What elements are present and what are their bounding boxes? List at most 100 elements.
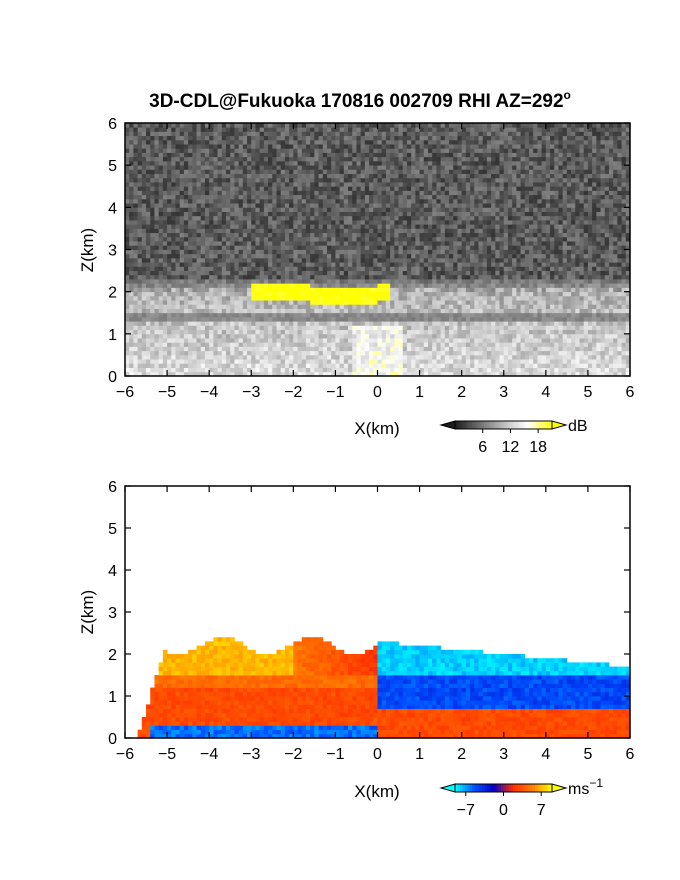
heatmap-cell <box>276 354 282 360</box>
heatmap-cell <box>305 135 311 141</box>
heatmap-cell <box>406 228 412 234</box>
heatmap-cell <box>440 123 446 128</box>
heatmap-cell <box>238 194 244 200</box>
heatmap-cell <box>301 325 307 331</box>
heatmap-cell <box>238 232 244 238</box>
heatmap-cell <box>406 266 412 271</box>
heatmap-cell <box>348 304 353 309</box>
heatmap-cell <box>234 371 240 377</box>
heatmap-cell <box>318 211 324 217</box>
heatmap-cell <box>204 257 210 263</box>
heatmap-cell <box>272 186 277 191</box>
heatmap-cell <box>154 135 160 141</box>
heatmap-cell <box>432 350 437 356</box>
heatmap-cell <box>154 156 160 162</box>
heatmap-cell <box>234 262 240 267</box>
heatmap-cell <box>406 241 412 246</box>
heatmap-cell <box>200 291 206 297</box>
heatmap-cell <box>188 333 193 339</box>
heatmap-cell <box>263 182 269 187</box>
heatmap-cell <box>167 249 172 255</box>
heatmap-cell <box>297 363 303 368</box>
heatmap-cell <box>226 287 231 293</box>
heatmap-cell <box>125 291 130 297</box>
heatmap-cell <box>322 224 328 229</box>
heatmap-cell <box>158 359 164 364</box>
heatmap-cell <box>175 295 181 301</box>
heatmap-cell <box>331 346 336 352</box>
heatmap-cell <box>461 169 467 174</box>
heatmap-cell <box>470 333 475 339</box>
heatmap-cell <box>263 346 269 352</box>
heatmap-cell <box>406 152 412 158</box>
heatmap-cell <box>385 367 391 373</box>
heatmap-cell <box>470 135 475 141</box>
heatmap-cell <box>188 156 193 162</box>
heatmap-cell <box>440 194 446 200</box>
heatmap-cell <box>272 253 277 259</box>
heatmap-cell <box>419 371 425 377</box>
heatmap-cell <box>263 135 269 141</box>
heatmap-cell <box>415 245 420 250</box>
heatmap-cell <box>192 354 197 360</box>
heatmap-cell <box>137 219 143 225</box>
heatmap-cell <box>263 316 269 322</box>
heatmap-cell <box>137 245 143 250</box>
heatmap-cell <box>251 266 256 271</box>
heatmap-cell <box>419 257 425 263</box>
heatmap-cell <box>402 329 408 335</box>
heatmap-cell <box>217 257 223 263</box>
heatmap-cell <box>339 266 345 271</box>
heatmap-cell <box>226 131 231 137</box>
heatmap-cell <box>419 135 425 141</box>
heatmap-cell <box>171 165 176 170</box>
heatmap-cell <box>213 215 218 221</box>
heatmap-cell <box>364 325 370 331</box>
heatmap-cell <box>284 228 290 234</box>
heatmap-cell <box>428 211 433 217</box>
heatmap-cell <box>129 169 134 174</box>
heatmap-cell <box>318 131 324 137</box>
heatmap-cell <box>209 135 214 141</box>
heatmap-cell <box>179 325 185 331</box>
heatmap-cell <box>318 338 324 343</box>
heatmap-cell <box>284 148 290 153</box>
heatmap-cell <box>242 321 248 326</box>
heatmap-cell <box>268 295 273 301</box>
heatmap-cell <box>162 283 168 288</box>
heatmap-cell <box>167 236 172 242</box>
heatmap-cell <box>335 304 341 309</box>
heatmap-cell <box>255 232 261 238</box>
heatmap-cell <box>335 173 341 179</box>
heatmap-cell <box>428 321 433 326</box>
heatmap-cell <box>297 135 303 141</box>
heatmap-cell <box>192 346 197 352</box>
heatmap-cell <box>348 274 353 280</box>
heatmap-cell <box>200 207 206 212</box>
heatmap-cell <box>360 160 366 166</box>
heatmap-cell <box>356 249 362 255</box>
heatmap-cell <box>457 266 463 271</box>
heatmap-cell <box>284 194 290 200</box>
heatmap-cell <box>369 177 374 183</box>
heatmap-cell <box>284 279 290 284</box>
heatmap-cell <box>297 241 303 246</box>
heatmap-cell <box>457 224 463 229</box>
heatmap-cell <box>226 279 231 284</box>
heatmap-cell <box>440 354 446 360</box>
heatmap-cell <box>276 291 282 297</box>
heatmap-cell <box>259 270 265 276</box>
heatmap-cell <box>230 321 235 326</box>
heatmap-cell <box>175 287 181 293</box>
heatmap-cell <box>289 131 294 137</box>
heatmap-cell <box>394 228 399 234</box>
heatmap-cell <box>158 215 164 221</box>
heatmap-cell <box>221 342 227 347</box>
heatmap-cell <box>150 266 155 271</box>
heatmap-cell <box>226 329 231 335</box>
heatmap-cell <box>154 207 160 212</box>
heatmap-cell <box>465 249 471 255</box>
heatmap-cell <box>335 274 341 280</box>
heatmap-cell <box>188 123 193 128</box>
heatmap-cell <box>234 152 240 158</box>
